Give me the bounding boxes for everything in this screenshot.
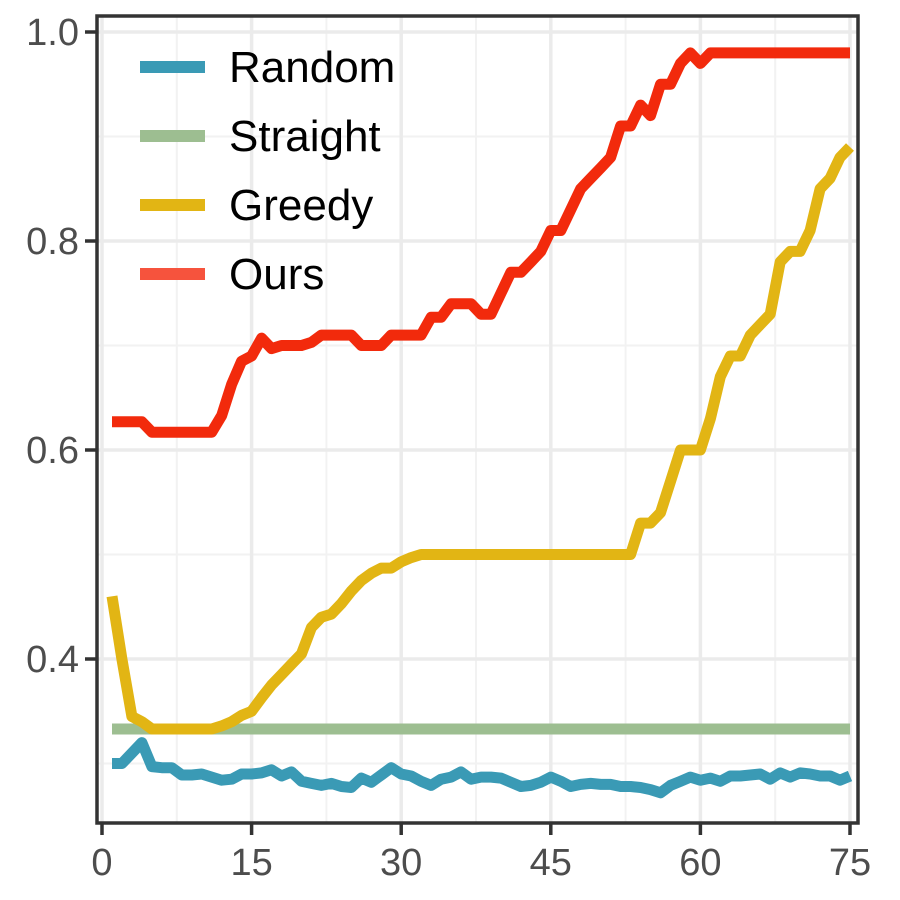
x-tick-label: 60	[679, 842, 721, 884]
legend-label-random: Random	[229, 43, 395, 92]
x-tick-label: 0	[91, 842, 112, 884]
y-tick-label: 1.0	[26, 12, 79, 54]
x-tick-label: 45	[530, 842, 572, 884]
x-tick-label: 30	[380, 842, 422, 884]
y-tick-label: 0.4	[26, 639, 79, 681]
series-line-ours	[112, 47, 850, 438]
grid-layer	[97, 16, 858, 823]
series-line-random	[112, 737, 853, 799]
panel-border	[95, 14, 860, 825]
x-tick-label: 75	[829, 842, 871, 884]
series-layer	[106, 47, 854, 799]
axis-layer: 0 15 30 45 60 75 0.4 0.6 0.8 1.0	[26, 12, 871, 884]
legend-label-straight: Straight	[229, 112, 381, 161]
y-tick-label: 0.8	[26, 221, 79, 263]
legend: Random Straight Greedy Ours	[140, 43, 395, 299]
x-tick-label: 15	[230, 842, 272, 884]
series-line-greedy	[106, 143, 854, 735]
y-tick-label: 0.6	[26, 430, 79, 472]
legend-label-greedy: Greedy	[229, 181, 373, 230]
legend-label-ours: Ours	[229, 250, 324, 299]
